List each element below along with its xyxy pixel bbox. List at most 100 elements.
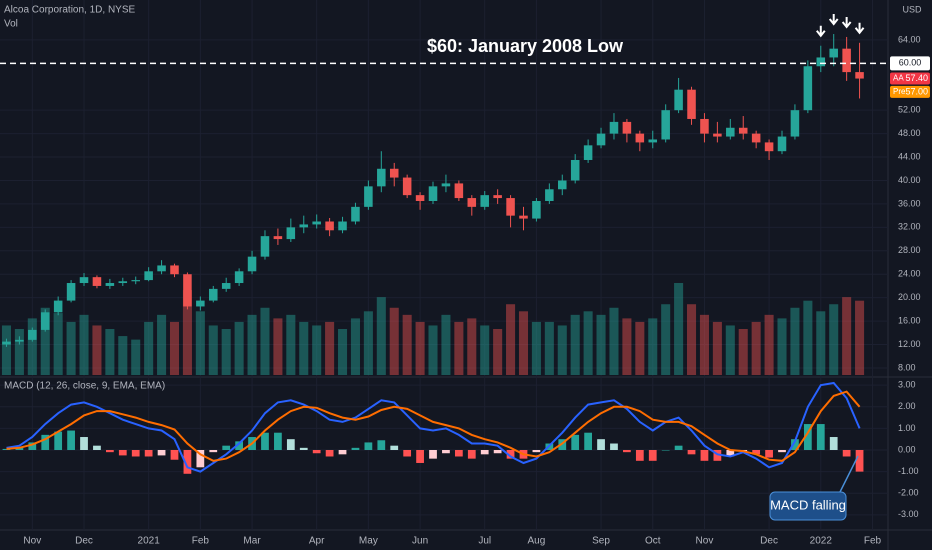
- histogram-bar: [222, 445, 231, 450]
- histogram-bar: [454, 450, 463, 457]
- x-tick-label: Nov: [23, 536, 41, 547]
- volume-bar: [751, 321, 761, 375]
- volume-bar: [376, 297, 386, 375]
- histogram-bar: [713, 450, 722, 461]
- histogram-bar: [299, 447, 308, 450]
- x-tick-label: Jul: [478, 536, 491, 547]
- histogram-bar: [700, 450, 709, 461]
- y-tick-label: 24.00: [898, 269, 921, 279]
- candle-body: [803, 66, 813, 111]
- candle-body: [855, 72, 864, 79]
- candle-body: [144, 271, 153, 281]
- volume-bar: [208, 325, 218, 375]
- histogram-bar: [791, 439, 799, 450]
- volume-bar: [506, 304, 516, 375]
- callout-pointer: [839, 455, 859, 493]
- candle-body: [377, 168, 386, 187]
- volume-bar: [609, 307, 619, 375]
- volume-bar: [66, 321, 76, 375]
- candle-body: [609, 121, 619, 134]
- volume-bar: [531, 321, 541, 375]
- candle-body: [273, 236, 283, 240]
- histogram-bar: [661, 450, 670, 451]
- histogram-bar: [196, 450, 205, 468]
- volume-bar: [53, 313, 63, 375]
- volume-bar: [325, 321, 335, 375]
- candle-body: [428, 186, 438, 201]
- volume-bar: [92, 325, 102, 375]
- histogram-bar: [506, 450, 515, 459]
- volume-bar: [118, 336, 128, 375]
- candle-body: [351, 206, 360, 222]
- histogram-bar: [54, 431, 63, 450]
- volume-bar: [144, 321, 154, 375]
- histogram-bar: [105, 450, 114, 453]
- volume-bar: [712, 321, 722, 375]
- candle-body: [338, 221, 347, 231]
- candle-body: [454, 183, 464, 199]
- histogram-bar: [144, 450, 153, 457]
- candle-body: [183, 274, 192, 307]
- histogram-bar: [752, 450, 761, 455]
- histogram-bar: [338, 450, 347, 455]
- x-tick-label: Jun: [412, 536, 428, 547]
- y-tick-label: 1.00: [898, 423, 916, 433]
- candle-body: [738, 127, 748, 134]
- volume-bar: [803, 300, 813, 375]
- volume-bar: [195, 311, 205, 375]
- candle-body: [622, 121, 632, 134]
- price-tag: [890, 72, 930, 85]
- volume-bar: [454, 321, 464, 375]
- volume-bar: [570, 314, 580, 375]
- volume-bar: [725, 325, 735, 375]
- histogram-bar: [312, 450, 321, 454]
- volume-bar: [312, 325, 322, 375]
- callout-box: [769, 491, 847, 521]
- histogram-bar: [687, 450, 696, 455]
- histogram-bar: [674, 445, 683, 450]
- macd-line: [6, 381, 861, 473]
- histogram-bar: [157, 450, 166, 456]
- candle-body: [260, 236, 270, 257]
- x-tick-label: Oct: [645, 536, 661, 547]
- y-tick-label: 36.00: [898, 198, 921, 208]
- x-tick-label: Aug: [528, 536, 546, 547]
- candle-body: [299, 224, 309, 228]
- x-tick-label: 2021: [138, 536, 161, 547]
- overlays: 60.00 AA 57.40 Pre 57.00: [0, 14, 930, 98]
- volume-bar: [415, 321, 425, 375]
- histogram-bar: [816, 424, 825, 450]
- y-tick-label: 3.00: [898, 380, 916, 390]
- candle-body: [558, 180, 567, 190]
- histogram-bar: [131, 450, 140, 457]
- candle-body: [402, 177, 412, 196]
- volume-bar: [441, 314, 451, 375]
- volume-bar: [493, 329, 503, 375]
- y-tick-label: 64.00: [898, 34, 921, 44]
- candle-body: [726, 127, 735, 137]
- volume-bar: [829, 304, 839, 375]
- volume-bar: [674, 283, 684, 375]
- candle-body: [92, 277, 102, 286]
- candle-body: [661, 110, 670, 140]
- histogram-bar: [416, 450, 424, 463]
- y-tick-label: 52.00: [898, 105, 921, 115]
- histogram-bar: [235, 441, 244, 450]
- volume-bar: [777, 318, 787, 375]
- volume-bar: [169, 321, 180, 375]
- price-tag-value: 57.00: [905, 86, 928, 96]
- candle-body: [2, 341, 11, 345]
- histogram-bar: [842, 450, 851, 457]
- histogram-bar: [584, 432, 592, 450]
- histogram-bar: [403, 450, 412, 457]
- price-tag-value: 57.40: [905, 73, 928, 83]
- volume-bar: [105, 329, 115, 375]
- volume-bar: [480, 325, 490, 375]
- volume-bar: [790, 307, 800, 375]
- histogram-bar: [261, 432, 269, 450]
- volume-bar: [557, 325, 567, 375]
- volume-bar: [402, 314, 412, 375]
- price-tag-symbol: Pre: [893, 87, 906, 96]
- volume-bar: [299, 321, 309, 375]
- candle-body: [415, 195, 425, 201]
